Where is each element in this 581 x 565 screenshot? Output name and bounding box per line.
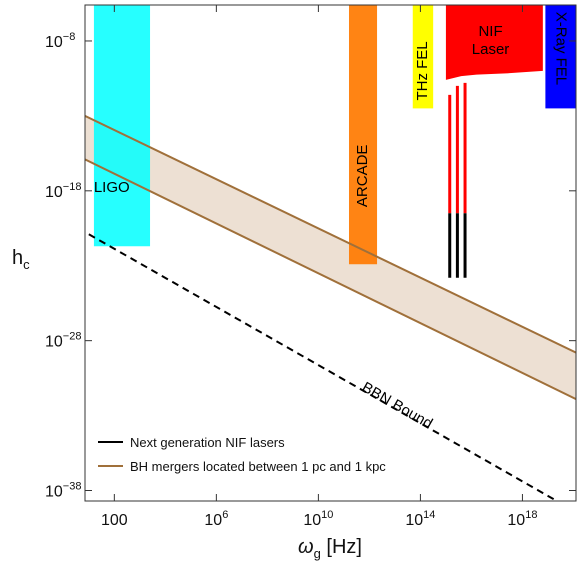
y-tick-label-1: 10−18 [45,181,81,201]
legend: Next generation NIF lasers BH mergers lo… [98,435,386,474]
label-bbn-bound: BBN Bound [359,379,436,433]
plot-frame [84,4,577,502]
x-tick-label-1: 106 [204,509,228,529]
y-tick-label-2: 10−28 [45,331,81,351]
bbn-bound-line [88,233,558,501]
band-arcade [348,5,378,265]
label-nif-line1: NIF [478,23,502,40]
bh-mergers-band-fill [85,115,576,400]
band-ligo [93,5,151,247]
label-arcade: ARCADE [354,145,371,208]
axis-ticks: 100 106 1010 1014 1018 10−8 10−18 10−28 10−38 [45,5,576,529]
label-ligo: LIGO [94,179,130,196]
label-nif-line2: Laser [472,41,510,58]
y-tick-label-0: 10−8 [45,31,75,51]
x-tick-label-3: 1014 [405,509,435,529]
nif-laser-region [445,5,543,80]
label-thz-fel: THz FEL [414,41,431,100]
x-tick-label-4: 1018 [507,509,537,529]
y-tick-label-3: 10−38 [45,481,81,501]
x-tick-label-2: 1010 [303,509,333,529]
legend-label-nif: Next generation NIF lasers [130,435,285,450]
band-thz-fel [412,5,434,109]
label-x-ray-fel: X-Ray FEL [553,12,570,85]
plot-area [85,5,576,501]
legend-label-bh: BH mergers located between 1 pc and 1 kp… [130,459,386,474]
bh-mergers-lower-line [85,158,576,401]
bh-mergers-upper-line [85,114,576,354]
y-axis-title: hc [12,247,30,272]
x-axis-title: ωg [Hz] [298,536,362,561]
x-tick-label-0: 100 [101,512,128,529]
band-x-ray-fel [545,5,576,109]
